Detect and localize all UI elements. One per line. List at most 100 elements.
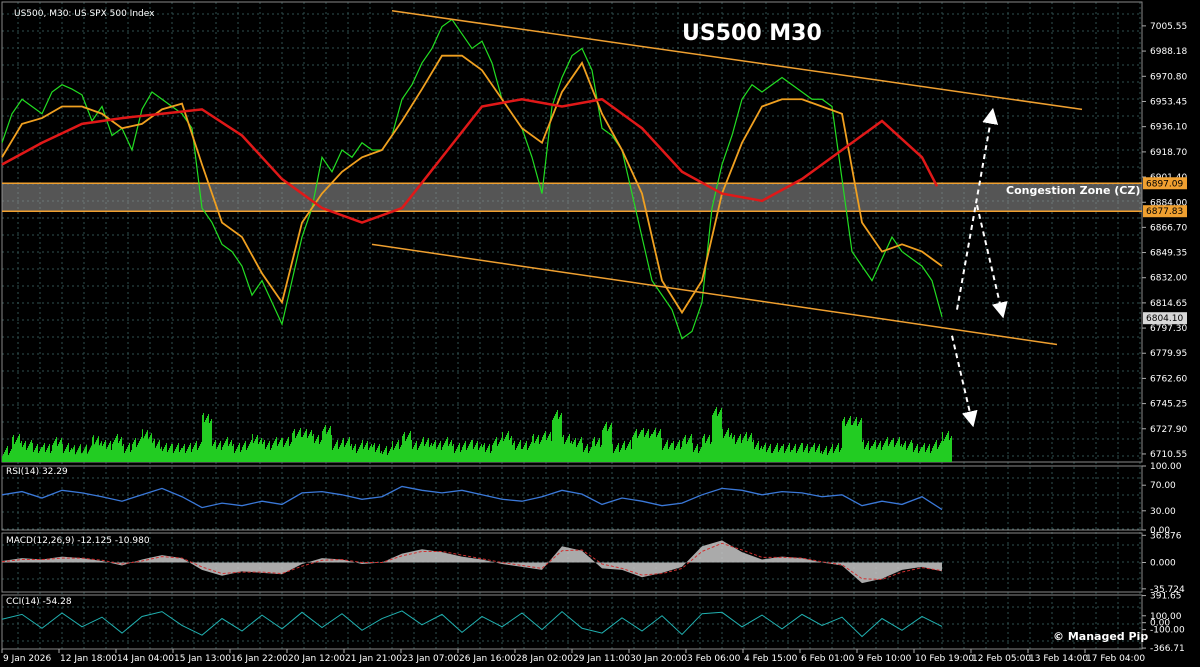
volume-bar <box>539 444 540 462</box>
volume-bar <box>614 451 615 462</box>
x-tick-label: 20 Jan 12:00 <box>288 654 345 664</box>
volume-bar <box>598 440 599 462</box>
rsi-panel[interactable] <box>1 485 943 511</box>
y-tick-label: 7005.55 <box>1150 22 1187 32</box>
volume-bar <box>48 446 49 462</box>
volume-bar <box>753 440 754 462</box>
volume-bar <box>513 443 514 462</box>
volume-bar <box>201 442 202 462</box>
volume-bar <box>383 452 384 462</box>
volume-bar <box>381 451 382 462</box>
volume-bar <box>317 437 318 462</box>
lower-trendline[interactable] <box>371 243 1058 346</box>
volume-bar <box>412 449 413 462</box>
volume-bar <box>779 450 780 462</box>
volume-bar <box>156 445 157 462</box>
volume-bar <box>784 453 785 462</box>
volume-bar <box>850 416 851 462</box>
volume-bar <box>825 448 826 462</box>
volume-bar <box>256 437 257 462</box>
price-line[interactable] <box>1 18 943 340</box>
volume-bar <box>612 444 613 462</box>
volume-bar <box>717 416 718 462</box>
volume-bar <box>626 448 627 462</box>
volume-bar <box>827 455 828 462</box>
volume-bar <box>770 444 771 462</box>
volume-bar <box>14 444 15 462</box>
volume-bar <box>723 438 724 462</box>
volume-bar <box>913 452 914 462</box>
volume-bar <box>99 445 100 462</box>
volume-bar <box>399 449 400 462</box>
volume-bar <box>147 430 148 462</box>
macd-panel[interactable] <box>1 540 943 584</box>
volume-bar <box>521 449 522 462</box>
macd-signal-line[interactable] <box>1 542 943 580</box>
volume-bar <box>267 445 268 462</box>
volume-bar <box>559 417 560 462</box>
volume-bar <box>226 439 227 462</box>
volume-bar <box>771 453 772 462</box>
volume-bar <box>382 454 383 462</box>
volume-bar <box>102 446 103 462</box>
volume-bar <box>195 443 196 462</box>
volume-bar <box>468 446 469 462</box>
volume-bar <box>271 448 272 462</box>
volume-bar <box>428 438 429 462</box>
volume-bar <box>508 431 509 462</box>
volume-bar <box>540 442 541 462</box>
y-tick-label: 0.000 <box>1150 559 1176 569</box>
volume-bar <box>15 442 16 462</box>
volume-bar <box>334 446 335 462</box>
volume-bar <box>651 434 652 462</box>
volume-bar <box>46 450 47 462</box>
rsi-line[interactable] <box>1 485 943 511</box>
volume-bar <box>21 441 22 462</box>
volume-bar <box>901 444 902 462</box>
slow-ma-line[interactable] <box>1 97 939 224</box>
volume-bar <box>34 450 35 462</box>
cci-panel[interactable] <box>1 610 943 638</box>
y-tick-label: 6970.80 <box>1150 72 1187 82</box>
volume-bar <box>179 452 180 462</box>
volume-bar <box>239 443 240 462</box>
volume-bar <box>805 448 806 462</box>
volume-bar <box>926 450 927 462</box>
volume-bar <box>543 435 544 462</box>
volume-bar <box>49 444 50 462</box>
volume-bar <box>620 450 621 462</box>
volume-bar <box>176 447 177 462</box>
volume-bar <box>150 435 151 462</box>
volume-bar <box>4 452 5 462</box>
volume-bar <box>599 438 600 462</box>
cci-line[interactable] <box>1 610 943 638</box>
macd-histogram[interactable] <box>2 540 942 584</box>
upper-trendline[interactable] <box>391 9 1083 111</box>
volume-bar <box>199 446 200 462</box>
volume-bar <box>225 441 226 462</box>
volume-bar <box>94 444 95 462</box>
volume-bar <box>541 440 542 462</box>
volume-bar <box>544 433 545 462</box>
volume-bar <box>849 418 850 462</box>
volume-bar <box>245 441 246 462</box>
volume-bar <box>81 453 82 462</box>
volume-bar <box>648 429 649 462</box>
volume-bar <box>545 431 546 462</box>
volume-bar <box>278 444 279 462</box>
volume-bar <box>392 441 393 462</box>
volume-bar <box>830 449 831 462</box>
volume-bar <box>216 449 217 462</box>
volume-bar <box>20 443 21 462</box>
volume-bar <box>404 432 405 462</box>
volume-bar <box>585 448 586 462</box>
volume-bar <box>807 444 808 462</box>
volume-bar <box>174 451 175 462</box>
volume-bar <box>324 427 325 462</box>
y-tick-label: -100.00 <box>1150 626 1185 636</box>
volume-bar <box>488 446 489 462</box>
fast-ma-line[interactable] <box>1 54 943 315</box>
price-panel[interactable] <box>1 9 1083 428</box>
volume-bar <box>726 432 727 462</box>
